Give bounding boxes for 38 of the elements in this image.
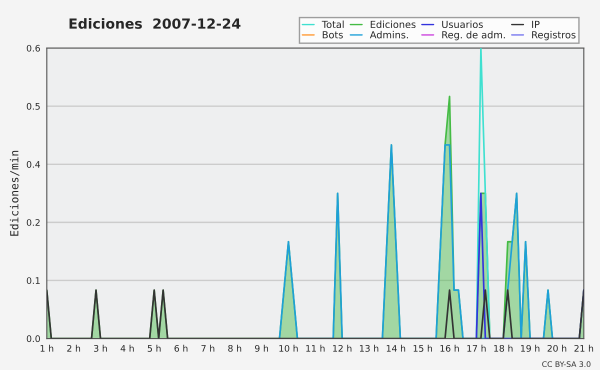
legend-label: Ediciones <box>370 20 416 28</box>
x-tick-label: 4 h <box>120 344 134 352</box>
x-tick-label: 2 h <box>67 344 80 352</box>
x-tick-label: 15 h <box>414 344 432 352</box>
line-series <box>278 144 554 339</box>
x-tick-label: 18 h <box>494 344 513 352</box>
x-tick-label: 16 h <box>440 344 459 352</box>
legend-label: Total <box>322 20 344 28</box>
x-tick-label: 13 h <box>360 344 378 352</box>
x-tick-label: 12 h <box>333 344 352 352</box>
legend-label: Admins. <box>370 30 408 38</box>
y-tick-label: 0.6 <box>26 44 40 52</box>
chart-title: Ediciones 2007-12-24 <box>70 18 240 29</box>
x-tick-label: 6 h <box>174 344 188 352</box>
x-tick-label: 11 h <box>306 344 325 352</box>
y-tick-label: 0.1 <box>26 277 40 284</box>
y-tick-label: 0.4 <box>26 161 40 168</box>
x-tick-label: 5 h <box>148 344 161 352</box>
legend-label: Bots <box>322 31 343 38</box>
x-tick-label: 20 h <box>548 344 566 352</box>
x-tick-label: 17 h <box>467 344 486 352</box>
x-tick-label: 21 h <box>574 344 594 352</box>
x-tick-label: 19 h <box>521 344 540 352</box>
legend-label: Registros <box>532 30 576 40</box>
y-tick-label: 0.0 <box>26 335 40 342</box>
legend-label: Reg. de adm. <box>442 30 505 40</box>
x-tick-label: 1 h <box>40 344 54 352</box>
legend-label: IP <box>532 20 540 28</box>
y-tick-label: 0.5 <box>26 102 40 110</box>
x-tick-label: 14 h <box>386 344 406 352</box>
y-axis-title: Ediciones/min <box>10 150 20 236</box>
x-tick-label: 8 h <box>228 344 242 352</box>
x-tick-label: 7 h <box>201 344 214 352</box>
x-tick-label: 3 h <box>94 344 107 352</box>
y-tick-label: 0.2 <box>26 219 40 226</box>
legend-label: Usuarios <box>442 20 483 28</box>
x-tick-label: 10 h <box>279 344 298 352</box>
x-tick-label: 9 h <box>255 344 268 352</box>
